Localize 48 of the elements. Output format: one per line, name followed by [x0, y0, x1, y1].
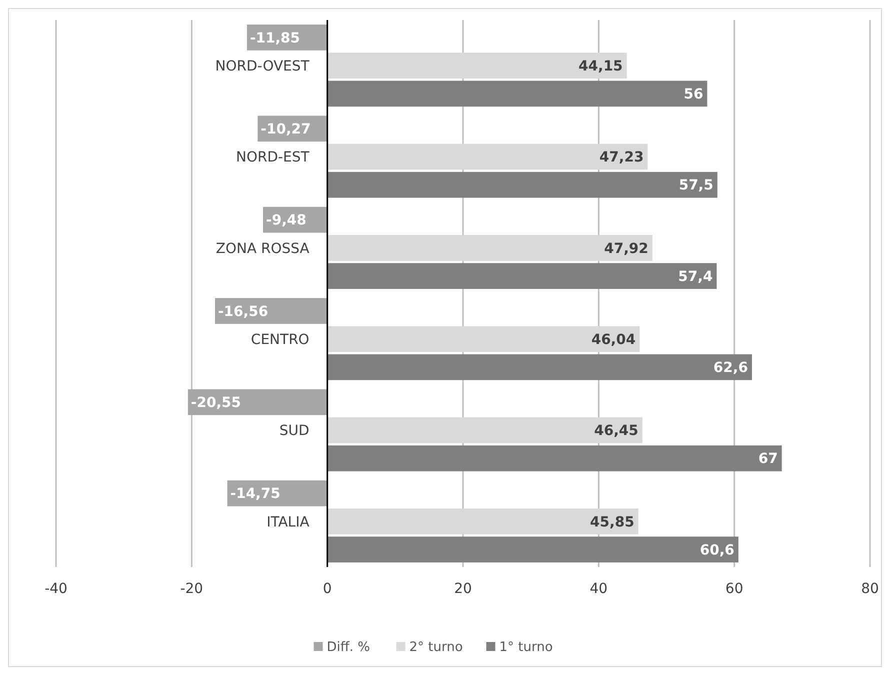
- x-tick-label: 60: [725, 581, 744, 597]
- legend-label: 1° turno: [499, 640, 553, 655]
- data-label: 62,6: [713, 360, 748, 376]
- legend-label: 2° turno: [409, 640, 463, 655]
- bar: [327, 234, 652, 261]
- y-tick-label: ITALIA: [266, 514, 310, 530]
- data-label: 44,15: [578, 58, 623, 74]
- data-label: 67: [758, 451, 778, 468]
- bar: [188, 389, 328, 416]
- x-tick-label: 20: [454, 581, 472, 597]
- bar: [215, 298, 328, 324]
- bar: [327, 445, 782, 472]
- data-label: 45,85: [590, 514, 634, 530]
- y-tick-label: NORD-OVEST: [215, 58, 310, 74]
- data-label: 60,6: [700, 542, 734, 558]
- x-tick-label: 40: [590, 581, 608, 597]
- data-label: 56: [684, 86, 704, 103]
- data-label: -16,56: [218, 304, 268, 320]
- data-label: 57,4: [678, 268, 713, 285]
- y-tick-label: CENTRO: [250, 332, 310, 348]
- bar: [327, 263, 717, 289]
- bar: [327, 52, 627, 79]
- bar: [327, 172, 718, 198]
- x-tick-label: -20: [180, 581, 204, 597]
- x-tick-label: 0: [322, 581, 332, 597]
- bar: [327, 80, 708, 107]
- data-label: -9,48: [266, 212, 306, 229]
- legend-label: Diff. %: [326, 640, 370, 655]
- bar: [327, 326, 640, 352]
- data-label: 46,45: [594, 423, 638, 440]
- y-tick-label: SUD: [279, 423, 310, 440]
- data-label: -20,55: [190, 395, 242, 412]
- bar: [327, 354, 752, 380]
- bar: [327, 417, 642, 444]
- bar: [327, 536, 738, 562]
- x-tick-label: 80: [861, 581, 879, 597]
- data-label: -10,27: [260, 122, 311, 138]
- data-label: 46,04: [591, 332, 636, 348]
- x-tick-label: -40: [44, 581, 68, 597]
- y-tick-label: NORD-EST: [236, 150, 310, 166]
- data-label: 47,92: [604, 240, 648, 257]
- data-label: -14,75: [230, 486, 280, 502]
- bar: [327, 144, 648, 170]
- y-tick-label: ZONA ROSSA: [216, 240, 310, 257]
- data-label: 57,5: [678, 178, 714, 194]
- data-label: 47,23: [599, 150, 644, 166]
- bar: [327, 508, 638, 534]
- data-label: -11,85: [250, 30, 300, 46]
